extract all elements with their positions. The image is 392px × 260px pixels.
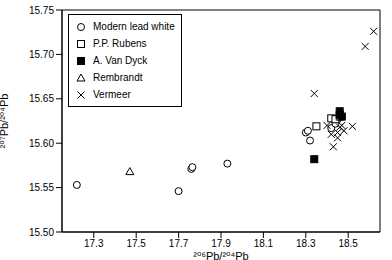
- svg-text:15.50: 15.50: [29, 227, 54, 238]
- svg-text:18.1: 18.1: [254, 238, 274, 249]
- svg-text:17.3: 17.3: [84, 238, 104, 249]
- svg-text:15.70: 15.70: [29, 49, 54, 60]
- html-text:Vermeer: Vermeer: [93, 89, 131, 100]
- svg-text:17.5: 17.5: [126, 238, 146, 249]
- svg-text:15.75: 15.75: [29, 5, 54, 16]
- svg-text:²⁰⁷Pb/²⁰⁴Pb: ²⁰⁷Pb/²⁰⁴Pb: [8, 94, 10, 149]
- html-text:Rembrandt: Rembrandt: [93, 72, 143, 83]
- html-text:Modern lead white: Modern lead white: [93, 21, 175, 32]
- svg-text:17.7: 17.7: [169, 238, 189, 249]
- svg-text:18.5: 18.5: [338, 238, 358, 249]
- svg-text:15.55: 15.55: [29, 182, 54, 193]
- svg-text:15.65: 15.65: [29, 93, 54, 104]
- html-text:P.P. Rubens: P.P. Rubens: [93, 38, 147, 49]
- html-text:A. Van Dyck: A. Van Dyck: [93, 55, 148, 66]
- svg-text:²⁰⁶Pb/²⁰⁴Pb: ²⁰⁶Pb/²⁰⁴Pb: [193, 250, 248, 260]
- svg-text:15.60: 15.60: [29, 138, 54, 149]
- svg-text:17.9: 17.9: [211, 238, 231, 249]
- svg-text:18.3: 18.3: [296, 238, 316, 249]
